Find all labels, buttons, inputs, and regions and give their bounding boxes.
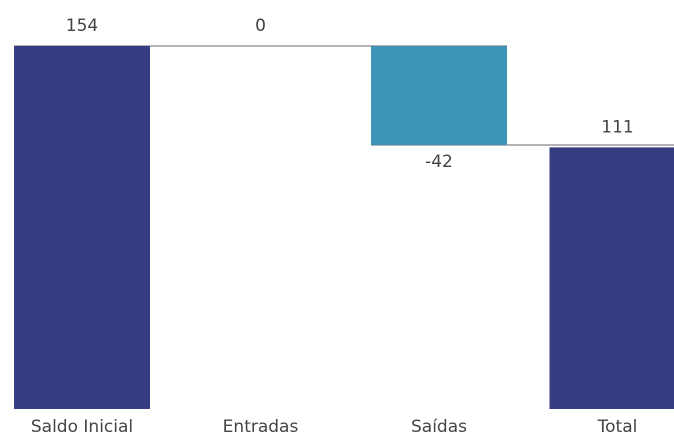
bar-total <box>549 147 674 409</box>
bar-saidas <box>371 46 507 145</box>
category-label-total: Total <box>597 417 638 437</box>
category-labels: Saldo Inicial Entradas Saídas Total <box>31 417 637 437</box>
category-label-saidas: Saídas <box>411 417 467 437</box>
value-label-entradas: 0 <box>255 16 266 36</box>
bar-saldo-inicial <box>14 46 150 409</box>
value-labels: 154 0 -42 111 <box>66 16 634 172</box>
value-label-total: 111 <box>601 117 633 137</box>
category-label-saldo-inicial: Saldo Inicial <box>31 417 133 437</box>
bars <box>14 46 674 409</box>
value-label-saldo-inicial: 154 <box>66 16 98 36</box>
category-label-entradas: Entradas <box>223 417 299 437</box>
value-label-saidas: -42 <box>425 152 453 172</box>
